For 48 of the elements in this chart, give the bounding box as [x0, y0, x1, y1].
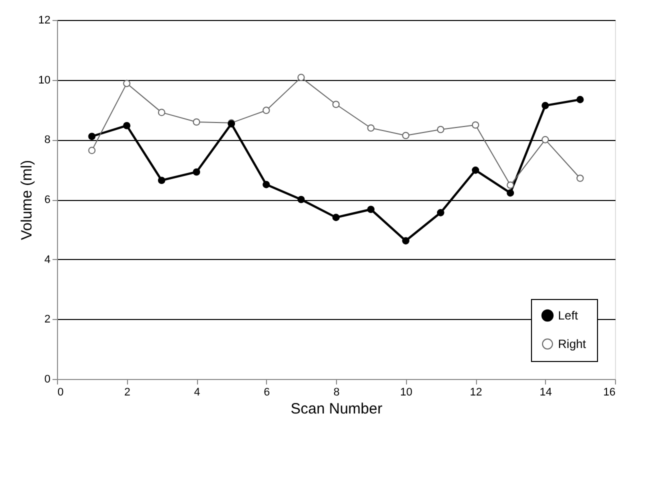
- legend-label: Left: [558, 308, 579, 322]
- point: [367, 124, 375, 132]
- point: [472, 166, 480, 174]
- y-tick-label: 12: [38, 14, 50, 26]
- point: [332, 100, 340, 108]
- point: [192, 168, 200, 176]
- point: [506, 189, 514, 197]
- x-axis-title: Scan Number: [290, 400, 382, 418]
- x-tick-label: 12: [470, 386, 482, 398]
- point: [297, 74, 305, 82]
- y-tick-label: 0: [44, 374, 50, 386]
- y-tick-label: 10: [38, 74, 50, 86]
- y-tick-label: 6: [44, 194, 50, 206]
- x-tick-label: 16: [603, 386, 616, 398]
- x-tick-label: 2: [124, 386, 130, 398]
- point: [367, 206, 375, 214]
- point: [576, 174, 584, 182]
- x-tick-label: 8: [333, 386, 340, 398]
- point: [472, 121, 480, 129]
- point: [262, 180, 270, 188]
- y-tick-label: 8: [44, 134, 50, 146]
- x-tick-label: 4: [194, 386, 200, 398]
- point: [88, 132, 96, 140]
- y-axis-title: Volume (ml): [18, 160, 36, 240]
- point: [506, 181, 514, 189]
- point: [262, 106, 270, 114]
- point: [123, 80, 130, 88]
- x-tick-label: 0: [58, 386, 64, 398]
- point: [436, 126, 444, 134]
- point: [542, 102, 549, 110]
- x-tick-label: 10: [400, 386, 412, 398]
- point: [402, 237, 410, 244]
- point: [402, 132, 410, 140]
- point: [542, 136, 549, 144]
- point: [297, 196, 305, 204]
- x-tick-label: 14: [540, 386, 552, 398]
- point: [192, 118, 200, 126]
- point: [123, 122, 130, 130]
- point: [576, 96, 584, 104]
- point: [88, 146, 96, 154]
- legend-label: Right: [558, 337, 587, 351]
- y-tick-label: 4: [44, 254, 50, 266]
- point: [158, 108, 166, 116]
- point: [158, 176, 166, 184]
- x-tick-label: 6: [264, 386, 270, 398]
- y-tick-label: 2: [44, 314, 50, 326]
- point: [436, 209, 444, 216]
- point: [332, 214, 340, 222]
